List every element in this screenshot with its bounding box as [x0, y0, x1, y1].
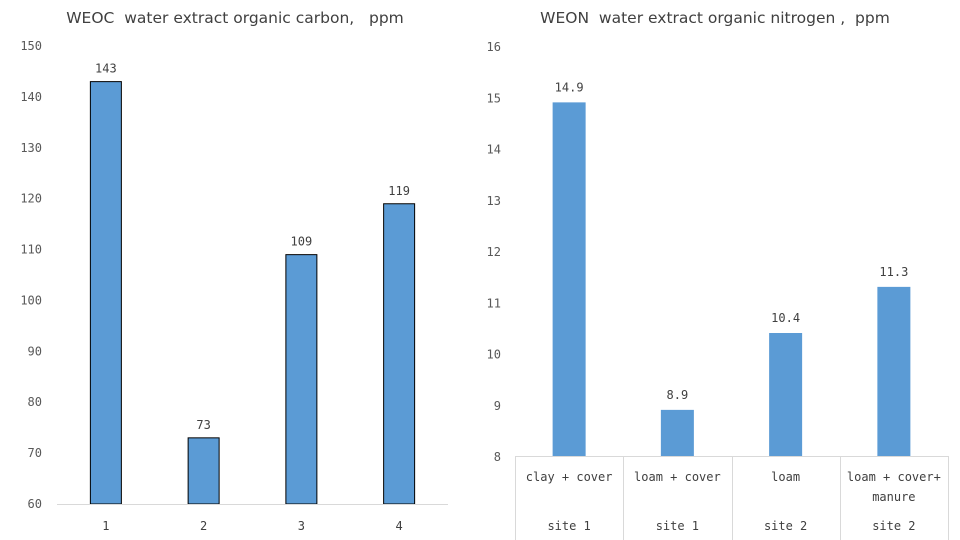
bar: [285, 254, 318, 505]
data-label: 11.3: [879, 265, 908, 279]
weoc-chart-plot: 60 70 80 90 100 110 120 130 140 150 143 1 73 2 109 3 119…: [20, 39, 448, 533]
y-tick-label: 16: [487, 40, 501, 54]
y-tick-label: 110: [20, 243, 42, 257]
y-tick-label: 140: [20, 90, 42, 104]
data-label: 73: [196, 418, 210, 432]
x-group-label: site 1: [656, 519, 699, 533]
y-tick-label: 70: [28, 446, 42, 460]
x-tick-label: 2: [200, 519, 207, 533]
x-tick-label: 1: [102, 519, 109, 533]
y-tick-label: 15: [487, 91, 501, 105]
y-tick-label: 60: [28, 497, 42, 511]
weoc-chart-title: WEOC water extract organic carbon, ppm: [66, 9, 404, 27]
y-tick-label: 150: [20, 39, 42, 53]
x-category-label: loam + cover: [634, 470, 721, 484]
x-category-label: loam: [771, 470, 800, 484]
weoc-chart: WEOC water extract organic carbon, ppm 6…: [0, 0, 470, 540]
y-tick-label: 12: [487, 245, 501, 259]
data-label: 10.4: [771, 311, 800, 325]
weon-chart-title: WEON water extract organic nitrogen , pp…: [540, 9, 890, 27]
y-tick-label: 120: [20, 192, 42, 206]
x-tick-label: 3: [298, 519, 305, 533]
y-tick-label: 90: [28, 344, 42, 358]
y-tick-label: 80: [28, 395, 42, 409]
data-label: 109: [291, 235, 313, 249]
y-tick-label: 100: [20, 293, 42, 307]
bar: [187, 437, 220, 505]
x-tick-label: 4: [396, 519, 403, 533]
x-category-label: manure: [872, 490, 915, 504]
x-category-label: loam + cover+: [847, 470, 941, 484]
data-label: 143: [95, 62, 117, 76]
bar: [383, 203, 416, 505]
data-label: 14.9: [555, 80, 584, 94]
x-category-label: clay + cover: [526, 470, 613, 484]
data-label: 119: [388, 184, 410, 198]
x-group-label: site 2: [872, 519, 915, 533]
weon-chart: WEON water extract organic nitrogen , pp…: [470, 0, 960, 540]
bar: [660, 409, 694, 456]
weon-chart-plot: 8 9 10 11 12 13 14 15 16 14.9 clay + cover site 1 8.…: [487, 40, 949, 540]
data-label: 8.9: [667, 388, 689, 402]
y-tick-label: 11: [487, 296, 501, 310]
x-group-label: site 1: [547, 519, 590, 533]
bar: [89, 81, 122, 505]
y-tick-label: 8: [494, 450, 501, 464]
y-tick-label: 14: [487, 143, 501, 157]
bar: [769, 333, 803, 456]
y-tick-label: 13: [487, 194, 501, 208]
x-group-label: site 2: [764, 519, 807, 533]
y-tick-label: 10: [487, 348, 501, 362]
y-tick-label: 9: [494, 399, 501, 413]
bar: [877, 286, 911, 456]
bar: [552, 102, 586, 456]
y-tick-label: 130: [20, 141, 42, 155]
